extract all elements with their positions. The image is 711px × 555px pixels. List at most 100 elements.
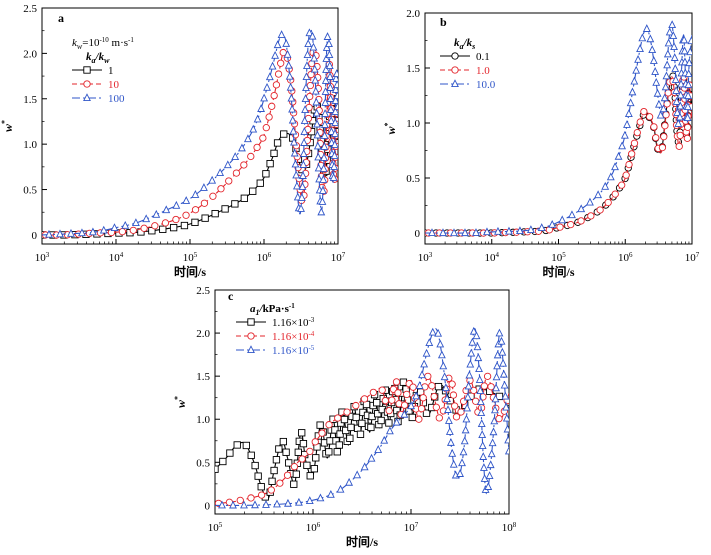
data-point [400, 401, 409, 409]
data-point [638, 33, 647, 42]
data-point [331, 96, 338, 104]
data-point [444, 416, 453, 424]
data-point [360, 462, 369, 471]
legend-entry-0: 1.16×10-3​ [272, 316, 315, 329]
data-point [298, 455, 306, 463]
data-point [180, 221, 189, 230]
data-point [334, 414, 342, 422]
data-point [385, 426, 394, 435]
data-point [662, 71, 671, 80]
data-point [494, 226, 502, 235]
data-point [311, 75, 320, 84]
data-point [314, 152, 323, 161]
data-point [321, 98, 330, 106]
data-point [299, 171, 307, 179]
data-point [223, 160, 232, 169]
data-point [495, 415, 503, 423]
data-point [273, 40, 282, 49]
data-point [247, 494, 255, 502]
data-point [316, 493, 325, 502]
data-point [415, 415, 423, 423]
data-point [672, 97, 681, 105]
data-point [618, 181, 626, 189]
data-point [502, 413, 509, 422]
data-point [665, 27, 674, 36]
data-point [331, 426, 339, 434]
data-point [215, 465, 219, 473]
data-point [663, 49, 672, 58]
data-point [247, 451, 255, 459]
data-point [645, 113, 654, 121]
data-point [333, 448, 341, 456]
data-point [463, 403, 472, 412]
data-point [259, 134, 267, 142]
data-point [408, 413, 416, 422]
data-point [652, 134, 660, 142]
data-point [312, 97, 321, 106]
data-point [385, 407, 393, 415]
data-point [320, 142, 329, 150]
data-point [305, 28, 314, 37]
data-point [655, 99, 663, 108]
data-point [303, 461, 311, 469]
data-point [457, 408, 465, 416]
legend-entry-1: 1.16×10-4​ [272, 330, 315, 343]
data-point [628, 87, 637, 96]
series-markers-1 [425, 73, 692, 237]
data-point [674, 119, 683, 127]
series-markers-2 [428, 20, 692, 237]
data-point [671, 64, 680, 72]
legend-marker [247, 318, 255, 326]
data-point [142, 214, 151, 223]
data-point [683, 102, 692, 111]
data-point [611, 190, 619, 198]
data-point [652, 77, 661, 86]
data-point [353, 470, 362, 479]
data-point [332, 69, 338, 77]
series-line-1 [425, 72, 692, 234]
x-axis-label: 时间/s [346, 534, 378, 549]
legend-marker [247, 345, 255, 354]
data-point [331, 85, 338, 93]
data-point [321, 109, 330, 117]
data-point [302, 83, 310, 91]
data-point [240, 161, 248, 169]
y-tick-label: 2.5 [23, 3, 37, 15]
series-line-0 [425, 72, 692, 234]
series-markers-2 [45, 28, 338, 238]
data-point [352, 413, 360, 422]
data-point [443, 394, 451, 403]
data-point [200, 199, 209, 207]
data-point [257, 104, 266, 112]
legend-title: a1/kPa·s-1​ [250, 302, 295, 317]
data-point [422, 348, 431, 357]
y-tick-label: 0 [205, 500, 211, 512]
data-point [311, 86, 320, 95]
data-point [367, 453, 376, 462]
data-point [495, 328, 504, 337]
data-point [110, 223, 119, 232]
data-point [661, 82, 670, 91]
data-point [488, 438, 497, 447]
legend-entry-2: 100 [108, 93, 125, 105]
data-point [468, 337, 477, 346]
data-point [628, 150, 636, 158]
data-point [663, 60, 672, 69]
data-point [306, 472, 314, 480]
data-point [238, 143, 246, 152]
data-point [360, 395, 369, 403]
data-point [268, 61, 277, 70]
data-point [297, 204, 305, 212]
data-point [208, 175, 217, 184]
data-point [218, 500, 226, 509]
x-tick-label: 104​ [485, 251, 500, 264]
data-point [596, 206, 604, 214]
data-point [459, 447, 468, 456]
data-point [677, 79, 685, 88]
data-point [322, 54, 331, 62]
data-point [263, 82, 271, 91]
data-point [409, 383, 417, 391]
data-point [670, 53, 679, 61]
data-point [300, 127, 309, 135]
data-point [330, 151, 338, 159]
